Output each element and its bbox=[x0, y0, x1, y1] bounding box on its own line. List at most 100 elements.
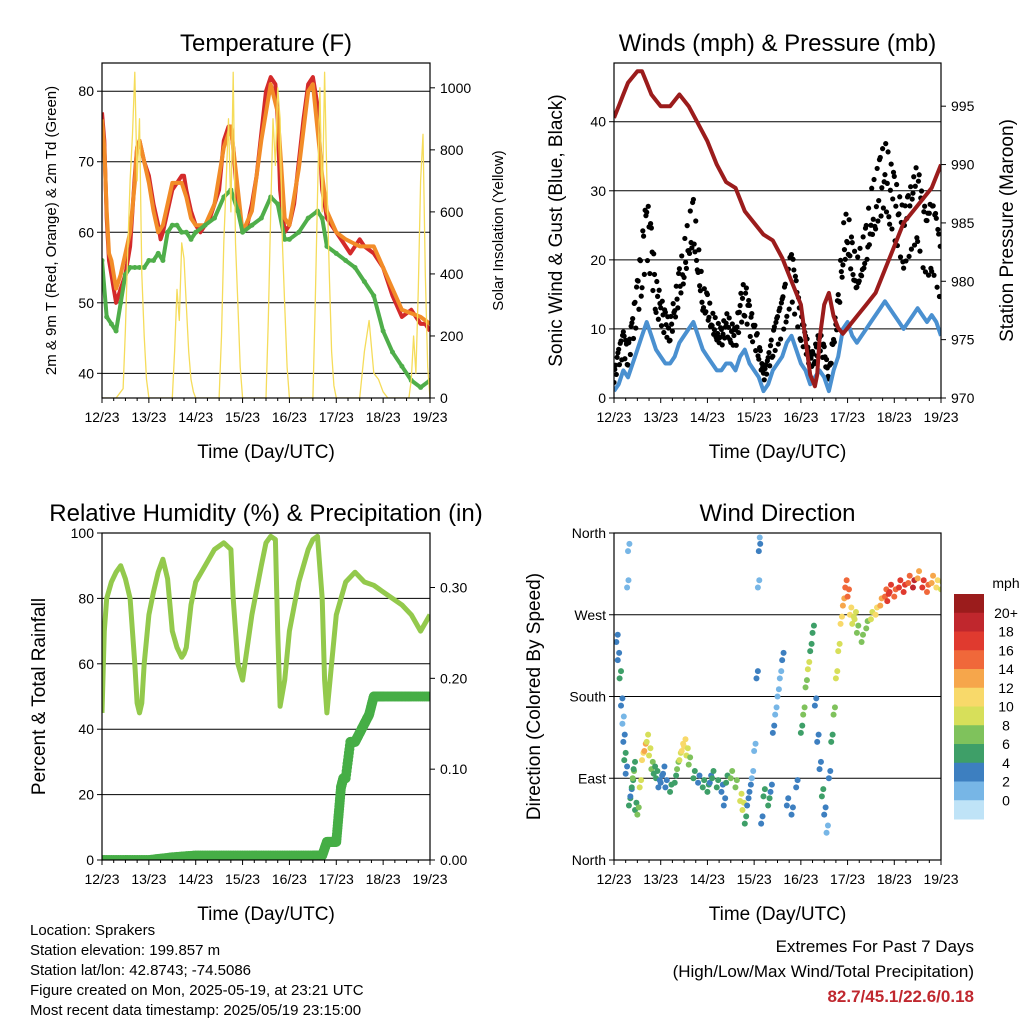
data-point bbox=[668, 313, 674, 320]
data-point bbox=[655, 293, 661, 299]
data-point bbox=[768, 781, 775, 788]
x-axis-label: Time (Day/UTC) bbox=[709, 442, 847, 463]
data-point bbox=[911, 242, 918, 248]
x-tick-label: 15/23 bbox=[737, 409, 772, 425]
data-point bbox=[744, 321, 750, 327]
data-point bbox=[743, 813, 750, 820]
data-point bbox=[633, 799, 640, 806]
data-point bbox=[860, 234, 866, 240]
data-point bbox=[418, 384, 424, 390]
data-point bbox=[901, 265, 907, 271]
data-point bbox=[872, 611, 879, 618]
data-point bbox=[938, 586, 941, 593]
data-point bbox=[789, 299, 795, 305]
data-point bbox=[626, 540, 633, 547]
data-point bbox=[747, 333, 753, 340]
data-point bbox=[699, 299, 705, 305]
data-point bbox=[754, 330, 760, 337]
data-point bbox=[282, 236, 288, 242]
data-point bbox=[873, 226, 879, 232]
data-point bbox=[671, 779, 678, 786]
station-elevation: Station elevation: 199.857 m bbox=[30, 942, 221, 959]
data-point bbox=[679, 253, 685, 259]
data-point bbox=[687, 754, 694, 761]
data-point bbox=[790, 256, 796, 262]
data-point bbox=[630, 335, 637, 342]
chart-panel-2: Winds (mph) & Pressure (mb) Time (Day/UTC… bbox=[546, 30, 1018, 463]
data-point bbox=[935, 226, 941, 233]
data-point bbox=[801, 704, 808, 711]
data-point bbox=[390, 349, 396, 355]
colorbar-swatch bbox=[954, 762, 984, 782]
data-point bbox=[822, 804, 829, 811]
data-point bbox=[837, 620, 844, 627]
data-point bbox=[811, 702, 818, 709]
data-point bbox=[621, 333, 627, 339]
data-point bbox=[859, 631, 866, 638]
x-tick-label: 14/23 bbox=[690, 871, 725, 887]
data-point bbox=[108, 321, 114, 327]
data-point bbox=[930, 203, 936, 209]
data-point bbox=[835, 648, 842, 655]
series-wind bbox=[614, 299, 941, 394]
data-point bbox=[618, 668, 625, 675]
series-precip bbox=[102, 691, 430, 860]
data-point bbox=[657, 779, 664, 786]
data-point bbox=[869, 231, 876, 237]
data-point bbox=[836, 640, 843, 647]
data-point bbox=[614, 366, 618, 373]
data-point bbox=[624, 584, 631, 591]
data-point bbox=[371, 293, 377, 299]
chart-panel-1: Temperature (F) Time (Day/UTC) 2m & 9m T (… bbox=[43, 30, 507, 463]
data-point bbox=[936, 293, 941, 300]
data-point bbox=[867, 616, 874, 623]
data-point bbox=[160, 257, 166, 263]
data-point bbox=[423, 691, 430, 702]
data-point bbox=[784, 313, 790, 319]
data-point bbox=[866, 242, 872, 248]
data-point bbox=[763, 362, 769, 368]
y2-tick-label: 0.10 bbox=[440, 761, 467, 777]
data-point bbox=[616, 346, 622, 352]
colorbar-swatch bbox=[954, 744, 984, 764]
y-axis-label: Percent & Total Rainfall bbox=[29, 598, 50, 795]
data-point bbox=[865, 205, 872, 211]
y2-tick-label: 995 bbox=[951, 98, 975, 114]
data-point bbox=[733, 777, 740, 784]
data-point bbox=[673, 283, 679, 289]
data-point bbox=[670, 301, 676, 307]
data-point bbox=[852, 609, 859, 616]
data-point bbox=[876, 198, 882, 204]
data-point bbox=[696, 247, 702, 253]
data-point bbox=[727, 775, 734, 782]
data-point bbox=[821, 344, 827, 350]
data-point bbox=[691, 241, 697, 247]
x-tick-label: 13/23 bbox=[131, 871, 166, 887]
data-point bbox=[630, 766, 637, 773]
data-point bbox=[837, 299, 843, 305]
data-point bbox=[735, 329, 742, 336]
data-point bbox=[626, 336, 633, 342]
data-point bbox=[713, 784, 720, 791]
data-point bbox=[687, 208, 693, 214]
data-point bbox=[793, 278, 799, 284]
data-point bbox=[768, 337, 774, 343]
data-point bbox=[778, 668, 785, 675]
data-point bbox=[774, 313, 781, 320]
data-point bbox=[136, 265, 142, 271]
data-point bbox=[909, 196, 915, 202]
data-point bbox=[620, 329, 626, 335]
data-point bbox=[890, 169, 897, 175]
data-point bbox=[733, 342, 739, 348]
x-tick-label: 16/23 bbox=[272, 871, 307, 887]
data-point bbox=[920, 265, 926, 271]
data-point bbox=[193, 229, 199, 235]
data-point bbox=[744, 802, 751, 809]
data-point bbox=[761, 377, 767, 383]
data-point bbox=[829, 731, 836, 738]
data-point bbox=[861, 265, 867, 271]
data-point bbox=[884, 180, 890, 186]
data-point bbox=[179, 229, 185, 235]
data-point bbox=[738, 790, 745, 797]
data-point bbox=[697, 283, 703, 289]
